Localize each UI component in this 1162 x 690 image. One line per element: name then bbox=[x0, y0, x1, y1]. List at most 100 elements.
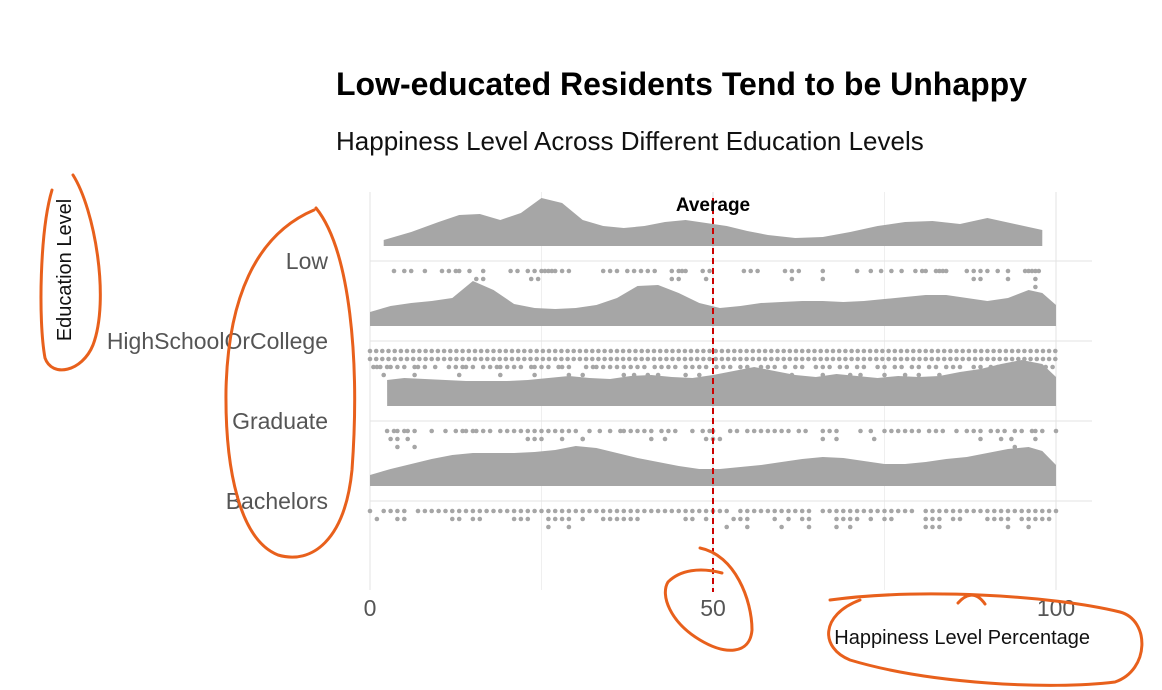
data-point bbox=[690, 428, 695, 434]
data-point bbox=[573, 508, 579, 514]
data-point bbox=[583, 356, 589, 362]
data-point bbox=[384, 428, 390, 434]
data-point bbox=[916, 364, 922, 370]
data-point bbox=[620, 356, 626, 362]
data-point bbox=[799, 348, 805, 354]
x-tick-labels: 0 50 100 bbox=[364, 595, 1076, 621]
data-point bbox=[454, 356, 459, 362]
data-point bbox=[607, 364, 613, 370]
x-tick-label: 50 bbox=[700, 595, 726, 621]
data-point bbox=[875, 364, 880, 370]
data-point bbox=[546, 516, 551, 522]
data-point bbox=[546, 428, 551, 434]
data-point bbox=[697, 372, 702, 378]
chart-subtitle: Happiness Level Across Different Educati… bbox=[336, 126, 924, 156]
data-point bbox=[796, 268, 802, 274]
data-point bbox=[1003, 356, 1009, 362]
data-point bbox=[539, 364, 544, 370]
y-tick-label: Low bbox=[286, 248, 329, 274]
data-point bbox=[511, 508, 517, 514]
data-point bbox=[539, 436, 544, 442]
data-point bbox=[892, 356, 898, 362]
data-point bbox=[1033, 276, 1038, 282]
data-point bbox=[854, 516, 860, 522]
data-point bbox=[694, 356, 700, 362]
data-point bbox=[669, 276, 675, 282]
data-point bbox=[614, 364, 620, 370]
data-point bbox=[485, 356, 490, 362]
data-point bbox=[1026, 508, 1031, 514]
density-graduate bbox=[387, 360, 1057, 406]
data-point bbox=[935, 356, 941, 362]
data-point bbox=[899, 364, 904, 370]
data-point bbox=[631, 268, 637, 274]
chart-title: Low-educated Residents Tend to be Unhapp… bbox=[336, 66, 1027, 102]
data-point bbox=[978, 508, 983, 514]
data-point bbox=[703, 364, 709, 370]
data-point bbox=[460, 364, 465, 370]
data-point bbox=[621, 372, 627, 378]
data-point bbox=[614, 348, 620, 354]
data-point bbox=[565, 348, 570, 354]
data-point bbox=[701, 356, 706, 362]
data-point bbox=[657, 356, 663, 362]
data-point bbox=[633, 348, 638, 354]
data-point bbox=[895, 508, 901, 514]
data-point bbox=[1003, 348, 1009, 354]
data-point bbox=[868, 508, 874, 514]
data-point bbox=[395, 428, 400, 434]
data-point bbox=[943, 508, 949, 514]
data-point bbox=[1022, 348, 1027, 354]
data-point bbox=[628, 364, 633, 370]
data-point bbox=[820, 372, 826, 378]
data-point bbox=[713, 348, 718, 354]
data-point bbox=[700, 428, 705, 434]
data-point bbox=[456, 516, 462, 522]
data-point bbox=[525, 428, 531, 434]
data-point bbox=[540, 356, 546, 362]
ylabel-highlight bbox=[39, 173, 102, 372]
data-point bbox=[666, 428, 671, 434]
data-point bbox=[995, 364, 1000, 370]
data-point bbox=[799, 364, 805, 370]
data-point bbox=[926, 364, 932, 370]
data-point bbox=[470, 428, 476, 434]
data-point bbox=[950, 516, 956, 522]
data-point bbox=[786, 508, 791, 514]
data-point bbox=[454, 348, 459, 354]
data-point bbox=[806, 356, 811, 362]
data-point bbox=[874, 356, 879, 362]
data-point bbox=[889, 428, 894, 434]
data-point bbox=[460, 348, 465, 354]
data-point bbox=[741, 268, 747, 274]
data-point bbox=[750, 356, 756, 362]
data-point bbox=[937, 372, 942, 378]
data-point bbox=[882, 508, 887, 514]
data-point bbox=[882, 364, 887, 370]
data-point bbox=[528, 348, 533, 354]
data-point bbox=[395, 436, 400, 442]
data-point bbox=[769, 356, 774, 362]
data-point bbox=[542, 268, 548, 274]
data-point bbox=[724, 524, 729, 530]
data-point bbox=[844, 364, 850, 370]
data-point bbox=[998, 508, 1004, 514]
data-point bbox=[978, 428, 983, 434]
data-point bbox=[995, 268, 1000, 274]
data-point bbox=[948, 356, 953, 362]
data-point bbox=[478, 356, 484, 362]
data-point bbox=[546, 348, 552, 354]
data-point bbox=[491, 508, 496, 514]
data-point bbox=[1029, 428, 1035, 434]
data-point bbox=[1028, 356, 1033, 362]
data-point bbox=[683, 268, 688, 274]
data-point bbox=[474, 428, 479, 434]
data-point bbox=[559, 268, 565, 274]
data-point bbox=[1012, 444, 1018, 450]
data-point bbox=[988, 364, 994, 370]
data-point bbox=[559, 364, 565, 370]
data-point bbox=[744, 348, 749, 354]
data-point bbox=[868, 428, 874, 434]
data-point bbox=[546, 356, 552, 362]
data-point bbox=[441, 348, 447, 354]
